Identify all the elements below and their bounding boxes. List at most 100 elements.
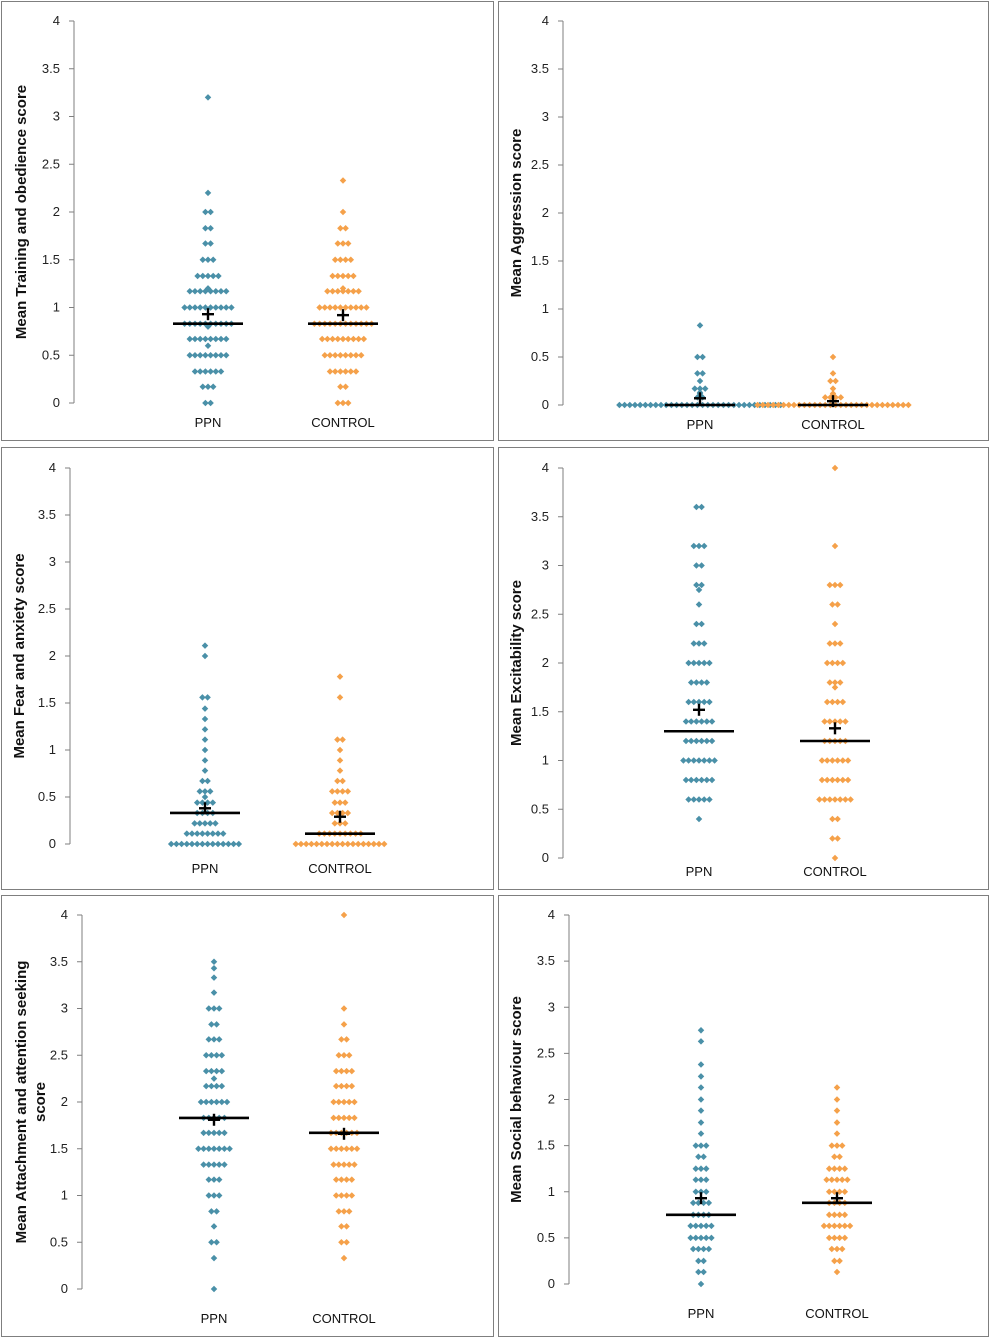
data-point-ppn xyxy=(200,1129,207,1137)
data-point-ppn xyxy=(690,640,698,647)
data-point-ppn xyxy=(626,401,634,409)
data-point-ppn xyxy=(212,304,220,311)
data-point-ppn xyxy=(212,288,220,295)
y-tick-label: 3.5 xyxy=(50,954,68,969)
data-point-ppn xyxy=(695,659,703,667)
category-label-ppn: PPN xyxy=(687,417,714,432)
data-point-control xyxy=(337,224,344,232)
y-axis-title-line: Mean Fear and anxiety score xyxy=(11,553,28,758)
y-tick-label: 3 xyxy=(548,999,555,1014)
data-point-control xyxy=(332,1082,340,1090)
data-point-ppn xyxy=(199,256,207,264)
chart-panel-fear: 0 0.5 1 1.5 2 2.5 3 3.5 4 Mean Fear and anxiety s… xyxy=(1,447,494,890)
data-point-ppn xyxy=(201,788,209,795)
data-point-control xyxy=(839,757,847,764)
data-point-ppn xyxy=(700,698,708,706)
data-point-control xyxy=(360,335,368,343)
data-point-control xyxy=(339,399,347,407)
y-tick-label: 0.5 xyxy=(50,1234,68,1249)
y-tick-label: 1 xyxy=(548,1184,555,1199)
category-label-ppn: PPN xyxy=(201,1311,228,1326)
data-point-control xyxy=(342,224,349,232)
data-point-control xyxy=(839,776,847,784)
data-point-control xyxy=(308,840,315,848)
data-point-ppn xyxy=(186,288,194,295)
data-point-ppn xyxy=(201,726,209,733)
data-point-ppn xyxy=(697,1119,705,1126)
y-axis-title-line: Mean Training and obedience score xyxy=(13,85,30,339)
data-point-ppn xyxy=(197,1098,205,1106)
data-point-ppn xyxy=(218,1082,226,1090)
y-tick-label: 4 xyxy=(548,907,555,922)
data-point-control xyxy=(823,776,831,784)
data-point-ppn xyxy=(703,737,711,745)
data-point-control xyxy=(834,815,841,823)
data-point-control xyxy=(764,401,772,409)
data-point-control xyxy=(844,1176,851,1184)
data-point-control xyxy=(334,240,342,247)
data-point-control xyxy=(334,399,342,407)
data-point-control xyxy=(328,788,336,795)
data-point-control xyxy=(360,840,367,848)
data-point-ppn xyxy=(708,776,716,784)
data-point-ppn xyxy=(697,1027,705,1034)
data-point-control xyxy=(889,401,897,409)
data-point-control xyxy=(336,746,344,754)
data-point-control xyxy=(328,840,336,848)
data-point-control xyxy=(335,1161,343,1168)
data-point-control xyxy=(328,809,336,817)
data-point-control xyxy=(868,401,876,409)
data-point-control xyxy=(345,1208,353,1215)
data-point-control xyxy=(836,718,844,725)
data-point-ppn xyxy=(204,342,212,349)
data-point-ppn xyxy=(209,256,217,264)
data-point-ppn xyxy=(205,1005,213,1012)
data-point-control xyxy=(831,464,839,472)
data-point-ppn xyxy=(705,1199,713,1207)
data-point-ppn xyxy=(698,562,705,569)
data-point-control xyxy=(839,659,847,667)
y-tick-label: 4 xyxy=(542,13,549,28)
data-point-ppn xyxy=(204,694,211,701)
y-tick-label: 2 xyxy=(542,205,549,220)
data-point-ppn xyxy=(695,698,703,706)
data-point-ppn xyxy=(210,1075,218,1082)
data-point-ppn xyxy=(210,958,218,966)
data-point-control xyxy=(344,788,352,795)
y-tick-label: 0 xyxy=(548,1276,555,1291)
data-point-ppn xyxy=(210,1254,218,1262)
data-point-control xyxy=(343,1223,350,1230)
y-tick-label: 0.5 xyxy=(42,347,60,362)
data-point-ppn xyxy=(682,737,690,745)
data-point-control xyxy=(831,684,839,691)
category-label-ppn: PPN xyxy=(192,861,219,876)
y-tick-label: 0 xyxy=(49,836,56,851)
data-point-control xyxy=(332,1145,340,1153)
data-point-control xyxy=(335,1051,343,1059)
data-point-control xyxy=(347,304,355,311)
data-point-control xyxy=(342,304,349,311)
y-tick-label: 4 xyxy=(53,13,60,28)
data-point-ppn xyxy=(697,1038,705,1045)
data-point-control xyxy=(342,351,349,359)
data-point-ppn xyxy=(206,820,214,827)
data-point-control xyxy=(344,809,352,817)
data-point-control xyxy=(831,542,839,550)
y-tick-label: 3.5 xyxy=(531,509,549,524)
data-point-ppn xyxy=(657,401,665,409)
y-tick-label: 2.5 xyxy=(537,1045,555,1060)
data-point-ppn xyxy=(692,1234,700,1242)
data-point-ppn xyxy=(208,1051,215,1059)
data-point-control xyxy=(348,1192,356,1199)
y-tick-label: 2.5 xyxy=(50,1047,68,1062)
data-point-control xyxy=(343,1082,350,1090)
data-point-ppn xyxy=(204,840,211,848)
data-point-ppn xyxy=(214,830,222,837)
data-point-control xyxy=(831,679,839,686)
data-point-control xyxy=(354,840,362,848)
data-point-control xyxy=(357,304,365,311)
y-tick-label: 1 xyxy=(53,300,60,315)
data-point-control xyxy=(321,351,329,359)
data-point-control xyxy=(347,351,355,359)
data-point-ppn xyxy=(210,1036,218,1043)
